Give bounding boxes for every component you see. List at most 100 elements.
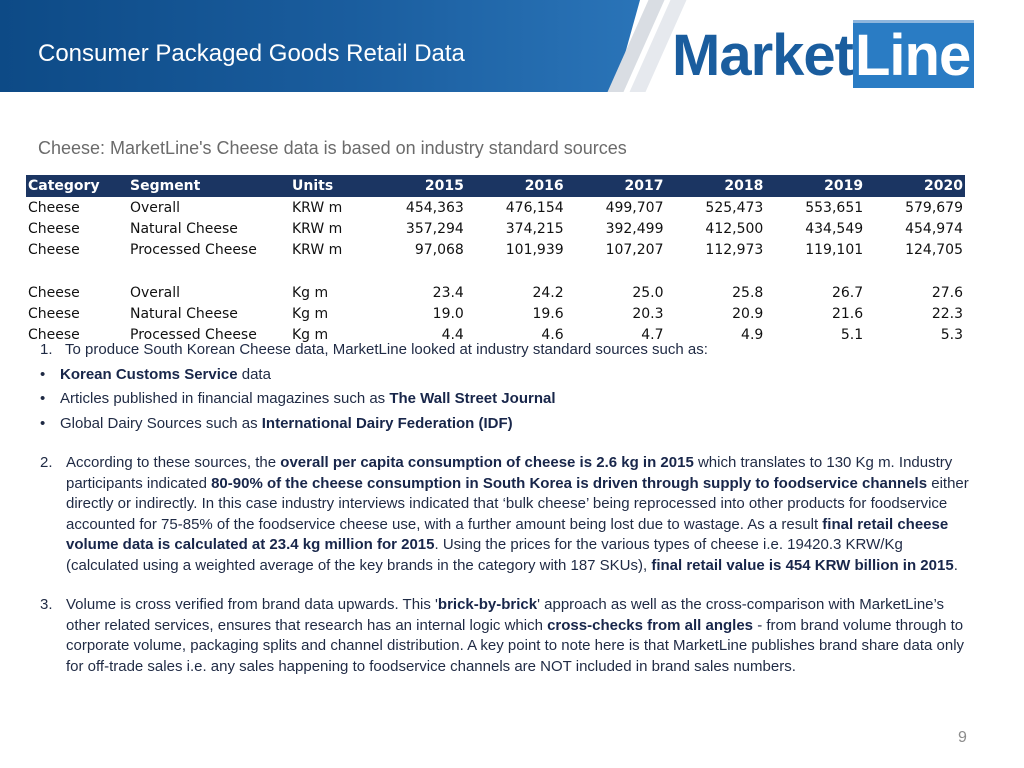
cell-units: KRW m <box>292 220 343 237</box>
page-number: 9 <box>958 729 967 746</box>
cell-segment: Processed Cheese <box>130 241 257 258</box>
note-highlight: 80-90% of the cheese consumption in Sout… <box>211 474 928 492</box>
cell-value: 412,500 <box>705 220 764 237</box>
cell-segment: Natural Cheese <box>130 305 238 322</box>
note-text: either directly or indirectly. In this c… <box>66 474 969 533</box>
cell-value: 124,705 <box>905 241 963 258</box>
header-band <box>0 0 640 92</box>
col-header-2015: 2015 <box>366 175 466 197</box>
source-name: International Dairy Federation (IDF) <box>261 414 513 432</box>
cell-value: 454,974 <box>905 220 963 237</box>
cell-value: 97,068 <box>414 241 464 258</box>
cell-value: 25.0 <box>632 284 664 301</box>
cell-value: 19.6 <box>532 305 564 322</box>
logo-text-line: Line <box>852 20 975 88</box>
cell-value: 25.8 <box>732 284 764 301</box>
source-list-item: Global Dairy Sources such as Internation… <box>40 414 975 435</box>
table-row: Cheese Natural Cheese KRW m 357,294 374,… <box>26 218 965 239</box>
note-item-2: 2. According to these sources, the overa… <box>40 453 975 576</box>
cell-value: 4.4 <box>441 326 464 343</box>
source-list: Korean Customs Service data Articles pub… <box>40 365 975 435</box>
note-number: 1. <box>40 341 53 358</box>
note-highlight: overall per capita consumption of cheese… <box>280 454 694 471</box>
note-highlight: final retail cheese volume data is calcu… <box>66 515 949 554</box>
cell-segment: Natural Cheese <box>130 220 238 237</box>
note-highlight: cross-checks from all angles <box>547 616 754 634</box>
table-row: Cheese Processed Cheese Kg m 4.4 4.6 4.7… <box>26 324 965 345</box>
cell-value: 20.3 <box>632 305 664 322</box>
cell-value: 454,363 <box>405 199 464 216</box>
cell-category: Cheese <box>28 220 80 237</box>
cell-value: 24.2 <box>532 284 564 301</box>
cell-category: Cheese <box>28 326 80 343</box>
cell-category: Cheese <box>28 305 80 322</box>
cheese-data-table: Category Segment Units 2015 2016 2017 20… <box>26 175 965 345</box>
table-row: Cheese Processed Cheese KRW m 97,068 101… <box>26 239 965 260</box>
cell-value: 579,679 <box>905 199 963 216</box>
cell-value: 119,101 <box>805 241 864 258</box>
cell-units: Kg m <box>292 326 329 343</box>
cell-value: 20.9 <box>732 305 764 322</box>
cell-value: 434,549 <box>805 220 864 237</box>
col-header-segment: Segment <box>128 175 290 197</box>
source-name: The Wall Street Journal <box>389 390 556 407</box>
note-item-3: 3. Volume is cross verified from brand d… <box>40 595 975 677</box>
cell-category: Cheese <box>28 284 80 301</box>
cell-category: Cheese <box>28 241 80 258</box>
cell-value: 27.6 <box>931 284 963 301</box>
cell-value: 4.7 <box>641 326 664 343</box>
col-header-2016: 2016 <box>465 175 566 197</box>
cell-value: 476,154 <box>505 199 564 216</box>
col-header-units: Units <box>290 175 366 197</box>
note-text: Volume is cross verified from brand data… <box>66 596 438 613</box>
cell-value: 4.6 <box>541 326 564 343</box>
col-header-2019: 2019 <box>765 175 866 197</box>
cell-value: 525,473 <box>705 199 764 216</box>
cell-units: Kg m <box>292 305 329 322</box>
cell-value: 22.3 <box>931 305 963 322</box>
source-text: Articles published in financial magazine… <box>60 390 390 407</box>
cell-value: 26.7 <box>831 284 864 301</box>
cell-value: 392,499 <box>605 220 664 237</box>
cell-value: 21.6 <box>831 305 864 322</box>
cell-value: 374,215 <box>505 220 564 237</box>
cell-segment: Processed Cheese <box>130 326 257 343</box>
note-number: 2. <box>40 454 53 471</box>
cell-value: 112,973 <box>705 241 764 258</box>
cell-segment: Overall <box>130 284 181 301</box>
note-text: . <box>953 556 958 574</box>
slide-subtitle: Cheese: MarketLine's Cheese data is base… <box>38 138 627 158</box>
cell-segment: Overall <box>130 199 181 216</box>
marketline-logo: MarketLine <box>672 20 975 94</box>
methodology-notes: 1. To produce South Korean Cheese data, … <box>40 340 975 677</box>
note-number: 3. <box>40 596 53 613</box>
cell-value: 499,707 <box>605 199 664 216</box>
source-list-item: Articles published in financial magazine… <box>40 389 975 410</box>
table-row: Cheese Natural Cheese Kg m 19.0 19.6 20.… <box>26 303 965 324</box>
table-spacer-row <box>26 260 965 282</box>
note-text: ' approach as well as the cross-comparis… <box>66 596 945 634</box>
note-highlight: final retail value is 454 KRW billion in… <box>651 556 954 574</box>
cell-units: KRW m <box>292 241 343 258</box>
cell-value: 101,939 <box>505 241 564 258</box>
col-header-2018: 2018 <box>665 175 766 197</box>
col-header-2017: 2017 <box>565 175 666 197</box>
source-list-item: Korean Customs Service data <box>40 365 975 386</box>
note-text: which translates to 130 Kg m. Industry p… <box>66 454 953 492</box>
cell-value: 23.4 <box>432 284 464 301</box>
cell-value: 553,651 <box>805 199 864 216</box>
source-text: Global Dairy Sources such as <box>60 414 262 432</box>
note-text: To produce South Korean Cheese data, Mar… <box>65 341 708 358</box>
note-item-1: 1. To produce South Korean Cheese data, … <box>40 340 975 361</box>
page-title: Consumer Packaged Goods Retail Data <box>38 40 465 67</box>
cell-value: 357,294 <box>405 220 464 237</box>
note-highlight: brick-by-brick <box>437 596 538 613</box>
note-text: According to these sources, the <box>66 454 281 471</box>
cell-units: Kg m <box>292 284 329 301</box>
col-header-category: Category <box>26 175 128 197</box>
cell-value: 19.0 <box>432 305 464 322</box>
col-header-2020: 2020 <box>865 175 965 197</box>
source-name: Korean Customs Service <box>60 365 238 383</box>
cell-value: 5.3 <box>940 326 963 343</box>
cell-category: Cheese <box>28 199 80 216</box>
